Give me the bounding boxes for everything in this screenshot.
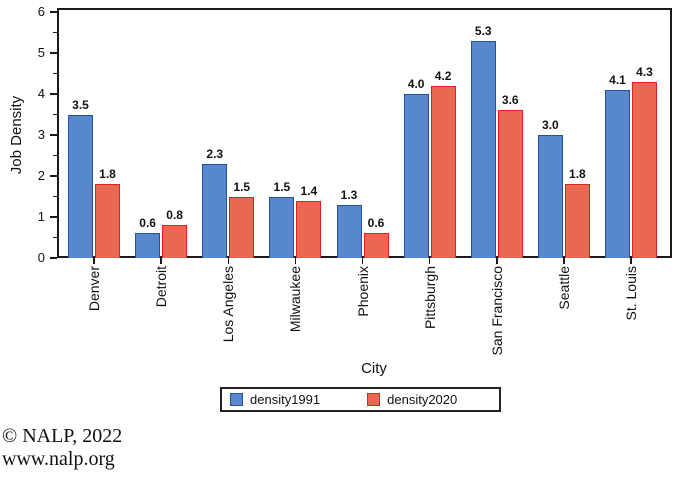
y-axis-major-tick — [50, 93, 57, 95]
bar-density2020 — [430, 85, 456, 258]
y-axis-minor-tick — [53, 154, 57, 157]
legend-label-density2020: density2020 — [387, 392, 458, 407]
bar-value-label: 2.3 — [206, 146, 224, 161]
bar-density1991 — [68, 114, 93, 258]
legend-item-density1991: density1991 — [230, 392, 320, 407]
y-axis-tick-label: 5 — [37, 45, 45, 60]
bar-value-label: 3.0 — [542, 118, 559, 132]
y-axis-major-tick — [50, 134, 57, 136]
bar-value-label: 1.5 — [273, 179, 291, 194]
bar-value-label: 5.3 — [474, 23, 492, 38]
x-axis-tick — [361, 258, 364, 264]
y-axis-major-tick — [50, 175, 57, 177]
x-axis-tick — [93, 258, 95, 264]
x-axis-category-label: Seattle — [555, 266, 572, 310]
y-axis-minor-tick — [53, 72, 57, 75]
bar-value-label: 0.6 — [367, 216, 385, 231]
x-axis-tick — [630, 258, 632, 264]
y-axis-tick-label: 6 — [37, 4, 45, 19]
bar-value-label: 1.5 — [233, 179, 251, 194]
bar-density1991 — [202, 163, 228, 258]
x-axis-category-label: Denver — [86, 266, 102, 312]
bar-value-label: 1.4 — [300, 183, 318, 198]
bar-value-label: 4.0 — [407, 77, 425, 91]
copyright: © NALP, 2022 www.nalp.org — [2, 425, 122, 471]
bar-value-label: 1.8 — [569, 167, 586, 182]
copyright-line-2: www.nalp.org — [2, 448, 115, 470]
y-axis-minor-tick — [53, 236, 57, 239]
y-axis-tick-label: 4 — [37, 86, 45, 101]
bar-value-label: 0.6 — [139, 216, 156, 231]
bar-value-label: 4.2 — [434, 68, 452, 83]
bar-value-label: 3.5 — [72, 97, 89, 112]
legend: density1991 density2020 — [220, 387, 501, 412]
y-axis-tick-label: 3 — [37, 127, 45, 142]
y-axis-major-tick — [50, 52, 57, 54]
x-axis-category-label: Detroit — [153, 266, 170, 308]
copyright-line-1: © NALP, 2022 — [2, 425, 123, 447]
x-axis-category-label: San Francisco — [488, 266, 505, 356]
bar-value-label: 4.3 — [636, 64, 653, 79]
x-axis-title: City — [361, 360, 387, 377]
x-axis-category-label: Milwaukee — [287, 266, 304, 333]
x-axis-tick — [227, 258, 229, 264]
bar-density1991 — [605, 89, 630, 258]
bar-density2020 — [229, 196, 255, 258]
bar-density1991 — [269, 196, 295, 258]
bar-density2020 — [296, 200, 322, 258]
density2020-swatch-icon — [367, 393, 381, 406]
bar-density2020 — [632, 81, 657, 258]
bar-value-label: 4.1 — [609, 72, 626, 87]
x-axis-category-label: Los Angeles — [220, 266, 237, 343]
y-axis-minor-tick — [53, 195, 57, 198]
y-axis-major-tick — [50, 216, 57, 218]
y-axis-tick-label: 1 — [37, 209, 45, 224]
bar-density1991 — [537, 135, 563, 258]
y-axis-minor-tick — [53, 31, 57, 34]
bar-density2020 — [95, 184, 120, 258]
bar-density2020 — [497, 110, 523, 258]
legend-label-density1991: density1991 — [250, 392, 321, 407]
y-axis-title: Job Density — [8, 95, 25, 175]
x-axis-tick — [428, 258, 431, 264]
y-axis-major-tick — [50, 257, 57, 259]
bar-value-label: 1.3 — [340, 187, 358, 202]
x-axis-tick — [294, 258, 297, 264]
legend-item-density2020: density2020 — [367, 392, 457, 407]
bar-value-label: 1.8 — [99, 167, 116, 182]
y-axis-major-tick — [50, 11, 57, 13]
bar-density1991 — [403, 94, 429, 258]
x-axis-category-label: Pittsburgh — [421, 266, 438, 330]
bar-density2020 — [564, 184, 590, 258]
bar-value-label: 0.8 — [166, 208, 183, 223]
x-axis-category-label: Phoenix — [354, 266, 371, 317]
x-axis-tick — [160, 258, 162, 264]
x-axis-category-label: St. Louis — [623, 266, 639, 321]
bar-density1991 — [336, 204, 362, 258]
bar-density1991 — [135, 233, 161, 258]
bar-density1991 — [470, 40, 496, 258]
bar-value-label: 3.6 — [501, 93, 519, 108]
density1991-swatch-icon — [230, 393, 243, 406]
bar-density2020 — [162, 225, 188, 258]
y-axis-tick-label: 0 — [37, 250, 45, 265]
y-axis-tick-label: 2 — [37, 168, 45, 183]
bar-density2020 — [363, 233, 389, 258]
x-axis-tick — [563, 258, 565, 264]
y-axis-minor-tick — [53, 113, 57, 116]
x-axis-tick — [496, 258, 498, 264]
